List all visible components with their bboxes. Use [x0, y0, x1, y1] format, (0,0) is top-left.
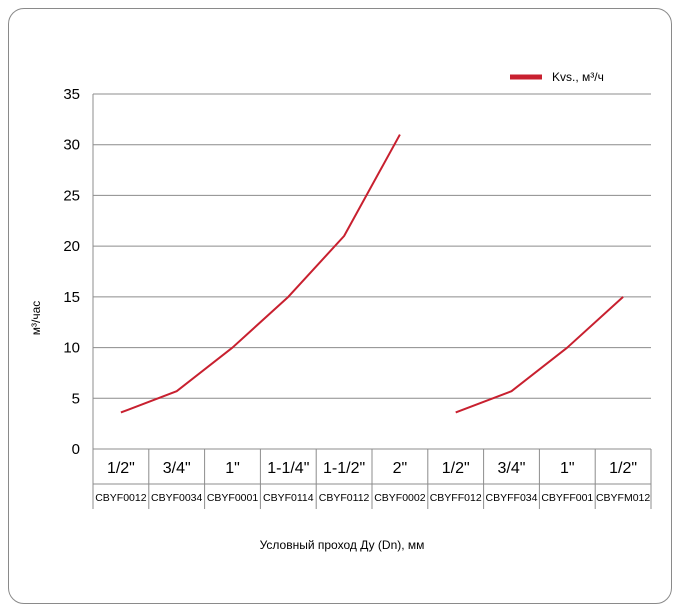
- x-tick-label-code: CBYF0002: [374, 492, 426, 504]
- x-tick-label-code: CBYF0112: [319, 492, 370, 504]
- y-tick-label: 15: [63, 289, 80, 306]
- y-axis-ticks: 0 5 10 15 20 25 30 35: [63, 86, 80, 458]
- y-tick-label: 20: [63, 238, 80, 255]
- x-tick-label-code: CBYF0114: [263, 492, 314, 504]
- x-tick-label-code: CBYF0012: [95, 492, 147, 504]
- x-tick-label-size: 1": [225, 460, 240, 477]
- chart-frame: [8, 8, 672, 604]
- y-tick-label: 5: [72, 390, 80, 407]
- x-tick-label-code: CBYF0034: [151, 492, 203, 504]
- x-tick-label-size: 1-1/4": [267, 460, 309, 477]
- x-tick-label-size: 3/4": [163, 460, 191, 477]
- x-tick-label-size: 3/4": [498, 460, 526, 477]
- series-line-segment-1: [120, 134, 401, 414]
- x-tick-label-code: CBYF0001: [207, 492, 259, 504]
- x-tick-label-size: 1/2": [442, 460, 470, 477]
- y-tick-label: 10: [63, 340, 80, 357]
- x-tick-label-code: CBYFF001: [541, 492, 593, 504]
- y-tick-label: 25: [63, 187, 80, 204]
- x-tick-label-size: 2": [393, 460, 408, 477]
- x-axis-label: Условный проход Ду (Dn), мм: [260, 538, 425, 552]
- category-table: 1/2" CBYF0012 3/4" CBYF0034 1" CBYF0001 1-1/4"…: [92, 448, 652, 509]
- x-tick-label-size: 1-1/2": [323, 460, 365, 477]
- y-tick-label: 0: [72, 441, 80, 458]
- x-tick-label-code: CBYFF034: [486, 492, 538, 504]
- grid-lines: [92, 93, 651, 449]
- y-axis-label: м³/час: [29, 301, 43, 336]
- x-tick-label-size: 1/2": [609, 460, 637, 477]
- legend: Kvs., м³/ч: [510, 70, 604, 84]
- series-lines: [120, 134, 624, 414]
- x-tick-label-size: 1": [560, 460, 575, 477]
- y-tick-label: 35: [63, 86, 80, 103]
- legend-label: Kvs., м³/ч: [552, 70, 604, 84]
- x-tick-label-code: CBYFF012: [430, 492, 482, 504]
- x-tick-label-size: 1/2": [107, 460, 135, 477]
- y-tick-label: 30: [63, 137, 80, 154]
- x-tick-label-code: CBYFM012: [596, 492, 650, 504]
- series-line-segment-2: [455, 296, 624, 414]
